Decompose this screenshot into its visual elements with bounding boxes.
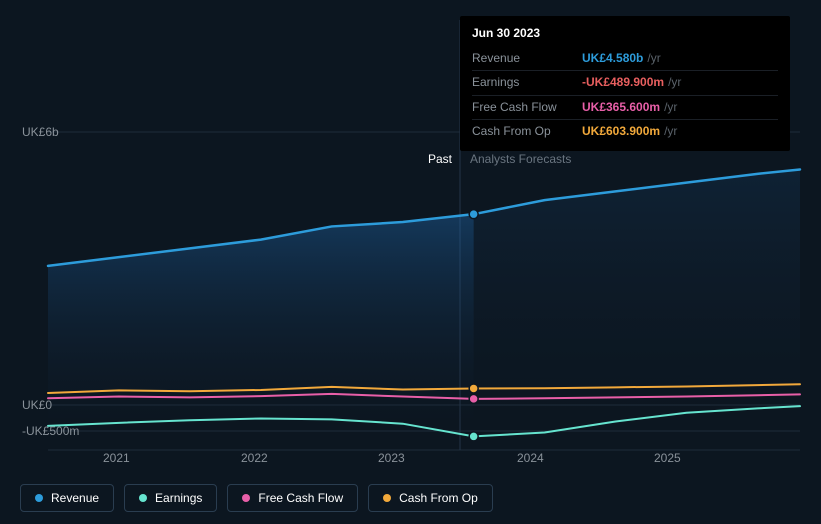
chart-tooltip: Jun 30 2023 RevenueUK£4.580b/yrEarnings-… (460, 16, 790, 151)
legend-item-earnings[interactable]: Earnings (124, 484, 217, 512)
legend-item-fcf[interactable]: Free Cash Flow (227, 484, 358, 512)
legend-dot-icon (139, 494, 147, 502)
tooltip-row-value: UK£365.600m/yr (582, 95, 778, 119)
legend-item-label: Free Cash Flow (258, 491, 343, 505)
tooltip-row-value: UK£4.580b/yr (582, 47, 778, 71)
tooltip-row: RevenueUK£4.580b/yr (472, 47, 778, 71)
tooltip-date: Jun 30 2023 (472, 24, 778, 43)
legend-item-cfo[interactable]: Cash From Op (368, 484, 493, 512)
x-axis-tick-label: 2024 (517, 451, 544, 465)
past-section-label: Past (428, 152, 452, 166)
x-axis-tick-label: 2025 (654, 451, 681, 465)
tooltip-row: Free Cash FlowUK£365.600m/yr (472, 95, 778, 119)
legend-dot-icon (242, 494, 250, 502)
tooltip-table: RevenueUK£4.580b/yrEarnings-UK£489.900m/… (472, 47, 778, 143)
x-axis-tick-label: 2021 (103, 451, 130, 465)
legend-item-label: Earnings (155, 491, 202, 505)
tooltip-row-label: Revenue (472, 47, 582, 71)
legend-dot-icon (383, 494, 391, 502)
x-axis-tick-label: 2023 (378, 451, 405, 465)
tooltip-row: Earnings-UK£489.900m/yr (472, 71, 778, 95)
tooltip-row-value: -UK£489.900m/yr (582, 71, 778, 95)
legend-item-label: Cash From Op (399, 491, 478, 505)
legend-item-label: Revenue (51, 491, 99, 505)
legend-item-revenue[interactable]: Revenue (20, 484, 114, 512)
forecast-section-label: Analysts Forecasts (470, 152, 571, 166)
tooltip-row-label: Free Cash Flow (472, 95, 582, 119)
legend: Revenue Earnings Free Cash Flow Cash From O… (20, 484, 493, 512)
tooltip-row-value: UK£603.900m/yr (582, 119, 778, 143)
tooltip-row: Cash From OpUK£603.900m/yr (472, 119, 778, 143)
y-axis-tick-label: UK£6b (22, 125, 59, 139)
legend-dot-icon (35, 494, 43, 502)
tooltip-row-label: Earnings (472, 71, 582, 95)
x-axis-tick-label: 2022 (241, 451, 268, 465)
tooltip-row-label: Cash From Op (472, 119, 582, 143)
y-axis-tick-label: -UK£500m (22, 424, 79, 438)
y-axis-tick-label: UK£0 (22, 398, 52, 412)
